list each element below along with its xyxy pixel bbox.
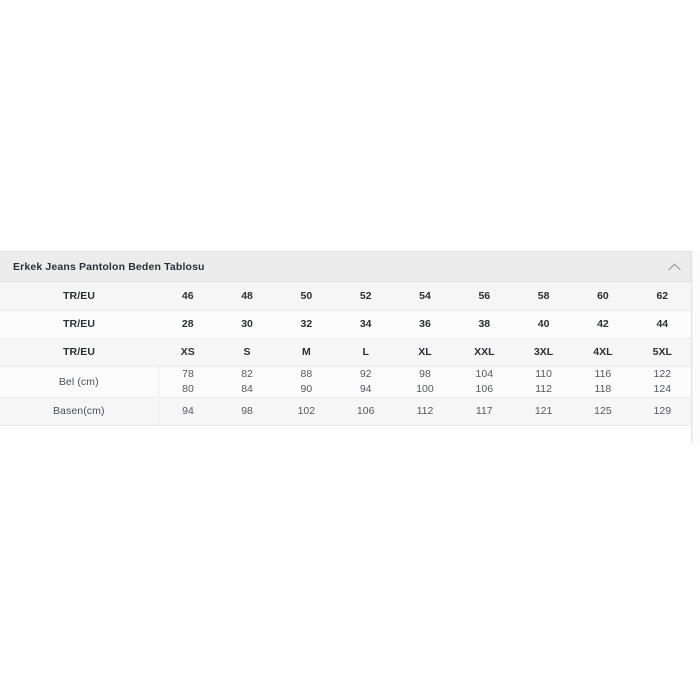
- table-cell: 40: [513, 310, 574, 339]
- table-cell: 78 80: [157, 366, 218, 398]
- table-cell: 98 100: [395, 366, 455, 398]
- scrollbar-thumb[interactable]: [693, 251, 700, 443]
- size-chart-table: TR/EU 46 48 50 52 54 56 58 60 62 TR/EU 2…: [0, 282, 692, 426]
- table-cell: 94: [157, 397, 218, 426]
- table-cell: 42: [573, 310, 633, 339]
- page-title: Erkek Jeans Pantolon Beden Tablosu: [13, 260, 205, 273]
- table-cell: 82 84: [217, 366, 277, 398]
- table-cell: 98: [217, 397, 277, 426]
- value-min: 98: [419, 367, 431, 380]
- table-cell: 125: [573, 397, 633, 426]
- table-cell: 122 124: [632, 366, 692, 398]
- table-row: Bel (cm) 78 80 82 84 88 90 92: [0, 366, 692, 398]
- row-label: TR/EU: [0, 282, 159, 311]
- table-cell: 50: [276, 282, 336, 311]
- table-cell: 102: [276, 397, 336, 426]
- table-cell: 60: [573, 282, 633, 311]
- value-min: 78: [182, 367, 194, 380]
- table-cell: 46: [158, 282, 218, 311]
- row-label: Basen(cm): [0, 397, 159, 426]
- table-cell: 117: [454, 397, 514, 426]
- row-label: TR/EU: [0, 338, 159, 367]
- table-cell: 52: [336, 282, 396, 311]
- row-label: Bel (cm): [0, 366, 159, 398]
- value-max: 112: [535, 382, 552, 395]
- size-chart-panel: Erkek Jeans Pantolon Beden Tablosu TR/EU…: [0, 251, 692, 426]
- table-cell: 106: [336, 397, 396, 426]
- table-cell: 104 106: [454, 366, 514, 398]
- value-min: 122: [653, 367, 672, 380]
- table-cell: 28: [158, 310, 218, 339]
- table-row: TR/EU 28 30 32 34 36 38 40 42 44: [0, 310, 692, 339]
- value-max: 106: [475, 382, 494, 395]
- vertical-scrollbar[interactable]: [691, 251, 700, 443]
- table-row: TR/EU XS S M L XL XXL 3XL 4XL 5XL: [0, 338, 692, 367]
- chevron-up-icon[interactable]: [664, 257, 684, 277]
- table-cell: 116 118: [573, 366, 633, 398]
- table-cell: 38: [454, 310, 514, 339]
- table-cell: 48: [217, 282, 277, 311]
- table-row: Basen(cm) 94 98 102 106 112 117 121 125 …: [0, 397, 692, 426]
- table-row: TR/EU 46 48 50 52 54 56 58 60 62: [0, 282, 692, 311]
- table-cell: 88 90: [276, 366, 336, 398]
- value-max: 80: [182, 382, 194, 395]
- table-cell: XXL: [454, 338, 514, 367]
- table-cell: XL: [395, 338, 455, 367]
- table-cell: 92 94: [336, 366, 396, 398]
- value-min: 92: [359, 367, 372, 380]
- value-min: 104: [475, 367, 494, 380]
- table-cell: 44: [632, 310, 692, 339]
- value-max: 94: [359, 382, 372, 395]
- value-max: 118: [594, 382, 612, 395]
- table-cell: 36: [395, 310, 455, 339]
- table-cell: M: [276, 338, 336, 367]
- value-min: 116: [594, 367, 612, 380]
- table-cell: 34: [336, 310, 396, 339]
- value-max: 90: [300, 382, 313, 395]
- table-cell: 129: [632, 397, 692, 426]
- row-label: TR/EU: [0, 310, 159, 339]
- table-cell: 121: [513, 397, 574, 426]
- value-max: 124: [653, 382, 672, 395]
- value-min: 88: [300, 367, 313, 380]
- value-min: 110: [535, 367, 552, 380]
- table-cell: 58: [513, 282, 574, 311]
- value-min: 82: [241, 367, 253, 380]
- value-max: 100: [416, 382, 434, 395]
- table-cell: 3XL: [513, 338, 574, 367]
- table-cell: 110 112: [513, 366, 574, 398]
- size-chart-header[interactable]: Erkek Jeans Pantolon Beden Tablosu: [0, 251, 692, 282]
- table-cell: 56: [454, 282, 514, 311]
- table-cell: XS: [158, 338, 218, 367]
- table-cell: 4XL: [573, 338, 633, 367]
- table-cell: 112: [395, 397, 455, 426]
- size-chart-table-body: TR/EU 46 48 50 52 54 56 58 60 62 TR/EU 2…: [0, 282, 692, 426]
- table-cell: 62: [632, 282, 692, 311]
- table-cell: 54: [395, 282, 455, 311]
- table-cell: 5XL: [632, 338, 692, 367]
- table-cell: L: [336, 338, 396, 367]
- table-cell: 30: [217, 310, 277, 339]
- table-cell: 32: [276, 310, 336, 339]
- page-top-whitespace: [0, 0, 700, 251]
- table-cell: S: [217, 338, 277, 367]
- value-max: 84: [241, 382, 253, 395]
